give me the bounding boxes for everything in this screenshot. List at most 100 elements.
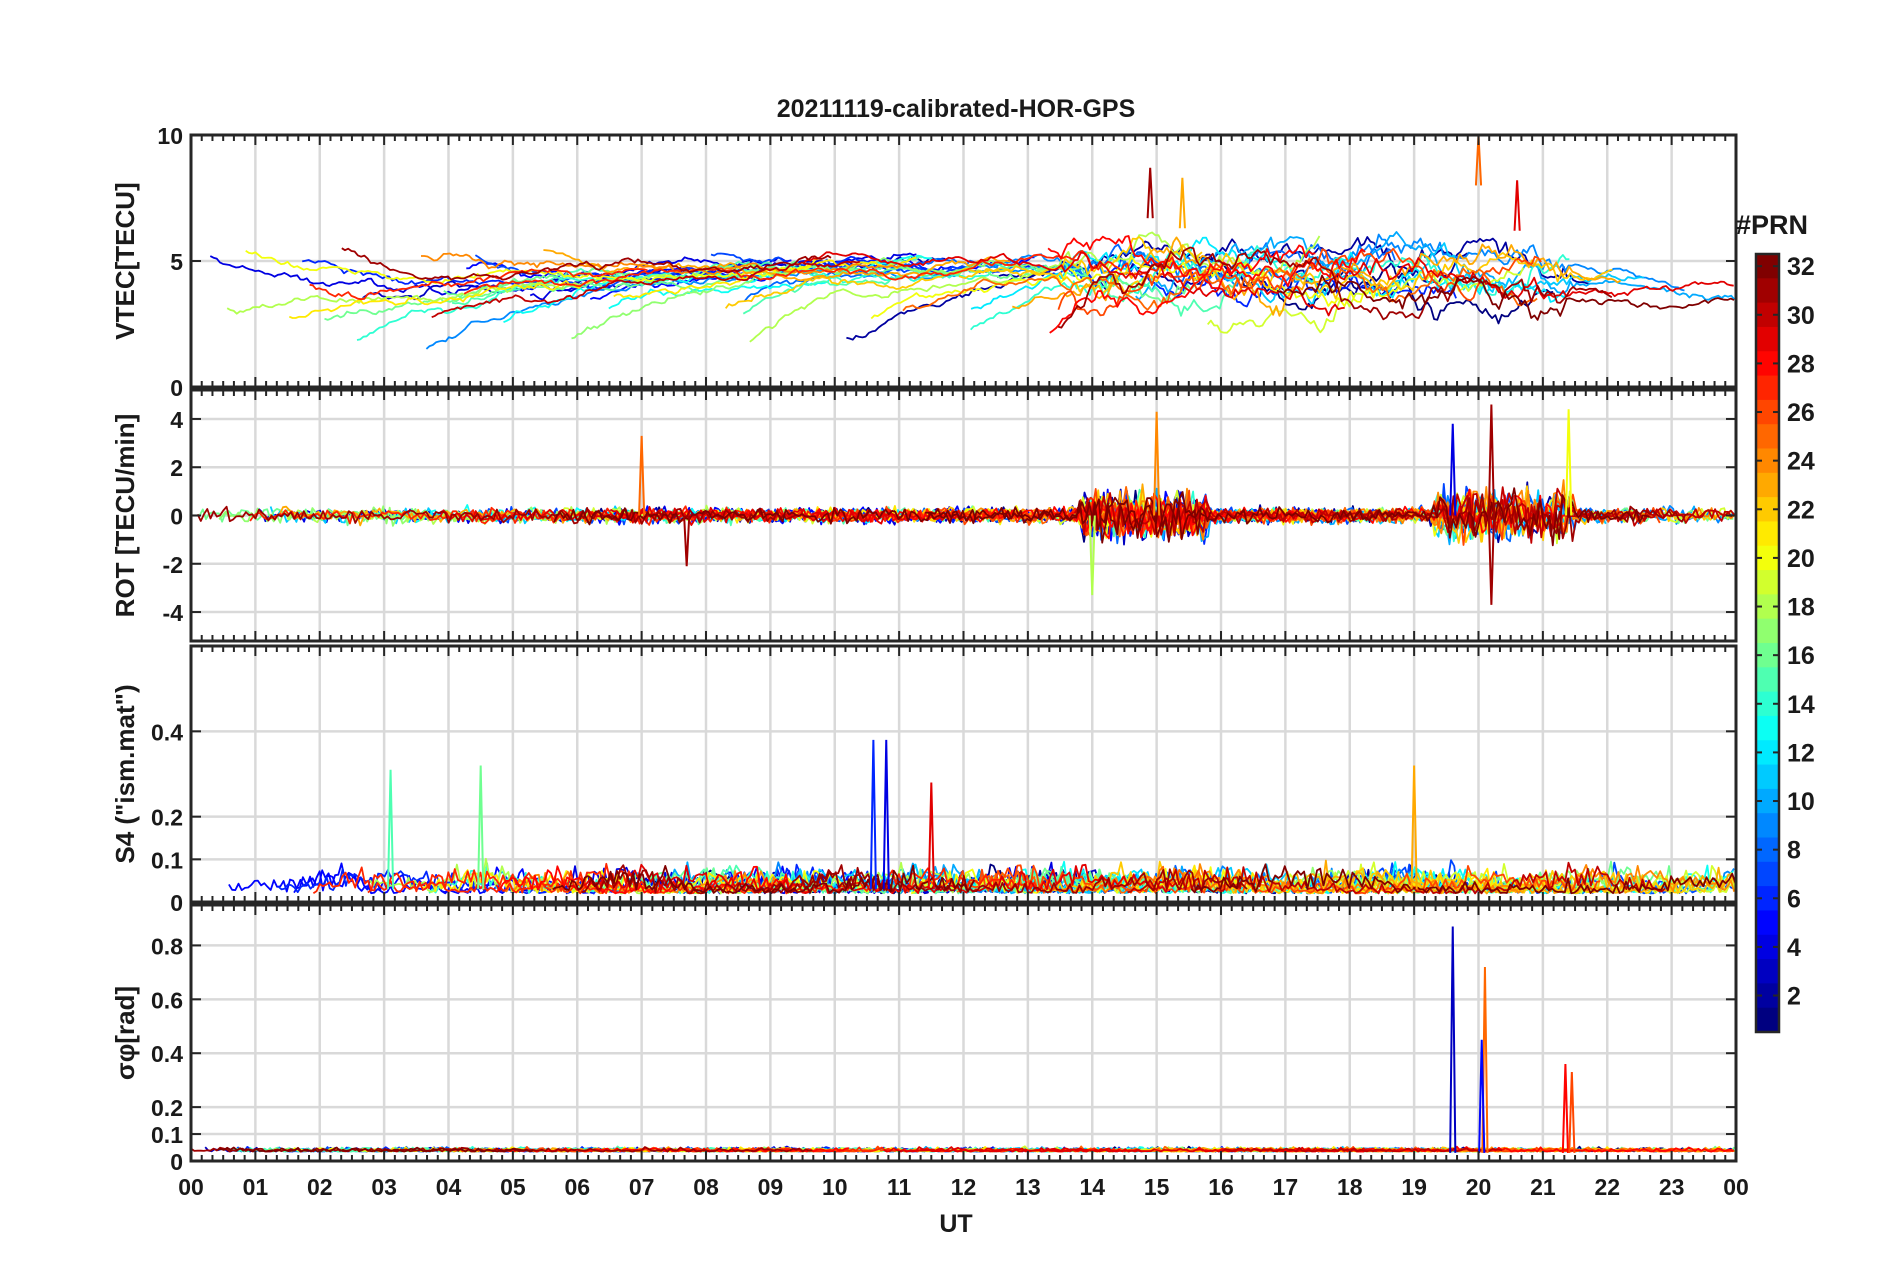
- colorbar-tick-label: 8: [1787, 837, 1801, 865]
- colorbar-band: [1756, 667, 1779, 693]
- colorbar-tick-label: 6: [1787, 885, 1801, 913]
- x-tick-label: 00: [1723, 1174, 1749, 1200]
- series-line-prn-27: [309, 267, 648, 301]
- series-line-prn-32: [217, 1146, 534, 1153]
- peak-prn-4: [1449, 423, 1457, 516]
- panel-vtec: 0 5 10 VTEC[TECU]: [110, 123, 1738, 401]
- series-line-prn-26: [900, 864, 1601, 895]
- colorbar-band: [1756, 545, 1779, 571]
- x-tick-label: 12: [951, 1174, 977, 1200]
- colorbar-band: [1756, 594, 1779, 620]
- colorbar-band: [1756, 764, 1779, 790]
- colorbar-tick-label: 20: [1787, 545, 1815, 573]
- series-line-prn-32: [925, 487, 1650, 547]
- peak-prn-4: [882, 739, 890, 890]
- x-tick-label: 18: [1337, 1174, 1363, 1200]
- peak-prn-20: [1565, 409, 1573, 516]
- series-line-prn-10: [1135, 231, 1736, 301]
- y-tick-label: 0.1: [151, 847, 183, 873]
- y-axis-label-rot: ROT [TECU/min]: [110, 414, 140, 618]
- peak-prn-29: [927, 782, 935, 890]
- colorbar-band: [1756, 254, 1779, 279]
- colorbar-band: [1756, 351, 1779, 377]
- peak-prn-18: [1088, 515, 1096, 596]
- series-line-prn-20: [870, 255, 1400, 320]
- colorbar-band: [1756, 910, 1779, 936]
- peak-prn-25: [638, 435, 646, 516]
- y-axis-label-vtec: VTEC[TECU]: [110, 182, 140, 339]
- peak-prn-28: [1561, 1063, 1569, 1153]
- y-tick-label: 10: [157, 123, 183, 149]
- y-tick-label: 0.4: [151, 1041, 183, 1067]
- peak-prn-26: [1568, 1072, 1576, 1153]
- series-line-prn-22: [724, 244, 1203, 309]
- colorbar-frame: [1754, 252, 1781, 1034]
- peak-prn-31: [1146, 167, 1154, 219]
- y-tick-label: 5: [170, 249, 183, 275]
- colorbar-tick-label: 18: [1787, 594, 1815, 622]
- peak-prn-25: [1474, 135, 1483, 186]
- x-tick-label: 16: [1208, 1174, 1234, 1200]
- y-tick-label: 2: [170, 455, 183, 481]
- colorbar-band: [1756, 861, 1779, 887]
- series-line-prn-29: [1327, 257, 1734, 300]
- series-line-prn-14: [970, 245, 1570, 331]
- y-axis-label-s4: S4 ("ism.mat"): [110, 684, 140, 863]
- x-tick-label: 21: [1530, 1174, 1556, 1200]
- figure-title: 20211119-calibrated-HOR-GPS: [777, 95, 1136, 123]
- x-tick-label: 09: [758, 1174, 784, 1200]
- colorbar-band: [1756, 740, 1779, 766]
- colorbar-tick-label: 22: [1787, 496, 1815, 524]
- colorbar-tick-label: 2: [1787, 983, 1801, 1011]
- peak-prn-31: [1487, 404, 1495, 516]
- colorbar-band: [1756, 983, 1779, 1009]
- x-tick-label: 22: [1594, 1174, 1620, 1200]
- colorbar-tick-label: 16: [1787, 642, 1815, 670]
- series-line-prn-28: [1049, 248, 1366, 334]
- y-axis-label-sigma_phi: σφ[rad]: [110, 986, 140, 1080]
- x-tick-label: 13: [1015, 1174, 1041, 1200]
- series-line-prn-29: [899, 1146, 1396, 1153]
- x-tick-label: 19: [1401, 1174, 1427, 1200]
- x-tick-label: 23: [1659, 1174, 1685, 1200]
- colorbar-tick-label: 10: [1787, 788, 1815, 816]
- x-axis-label: UT: [939, 1210, 972, 1238]
- x-tick-label: 04: [436, 1174, 462, 1200]
- colorbar-tick-label: 4: [1787, 934, 1801, 962]
- series-line-prn-19: [1207, 267, 1525, 334]
- colorbar-band: [1756, 570, 1779, 595]
- y-tick-label: -4: [163, 600, 184, 626]
- colorbar-band: [1756, 886, 1779, 912]
- colorbar-tick-label: 26: [1787, 399, 1815, 427]
- colorbar-band: [1756, 472, 1779, 498]
- panel-sigma_phi: 00.10.2 0.4 0.6 0.8 σφ[rad]: [110, 903, 1738, 1175]
- y-tick-label: 0: [170, 375, 183, 401]
- colorbar-band: [1756, 278, 1779, 304]
- colorbar-band: [1756, 399, 1779, 425]
- x-tick-label: 17: [1273, 1174, 1299, 1200]
- x-tick-label: 11: [887, 1174, 912, 1200]
- series-line-prn-31: [1333, 493, 1689, 542]
- peak-prn-24: [1153, 411, 1161, 516]
- colorbar-tick-label: 32: [1787, 253, 1815, 281]
- x-tick-label: 06: [564, 1174, 590, 1200]
- colorbar-band: [1756, 788, 1779, 814]
- series-line-prn-32: [552, 864, 976, 894]
- y-tick-label: 0.2: [151, 1095, 183, 1121]
- x-tick-label: 10: [822, 1174, 848, 1200]
- colorbar-title: #PRN: [1736, 210, 1808, 240]
- y-tick-label: 0: [170, 890, 183, 916]
- x-tick-label: 08: [693, 1174, 719, 1200]
- series-line-prn-31: [341, 247, 832, 281]
- colorbar-band: [1756, 521, 1779, 547]
- colorbar-band: [1756, 837, 1779, 863]
- colorbar-band: [1756, 497, 1779, 523]
- colorbar-band: [1756, 618, 1779, 644]
- colorbar-band: [1756, 813, 1779, 839]
- x-tick-label: 20: [1466, 1174, 1492, 1200]
- colorbar-band: [1756, 375, 1779, 401]
- peak-prn-23: [1410, 765, 1418, 890]
- x-tick-label: 15: [1144, 1174, 1170, 1200]
